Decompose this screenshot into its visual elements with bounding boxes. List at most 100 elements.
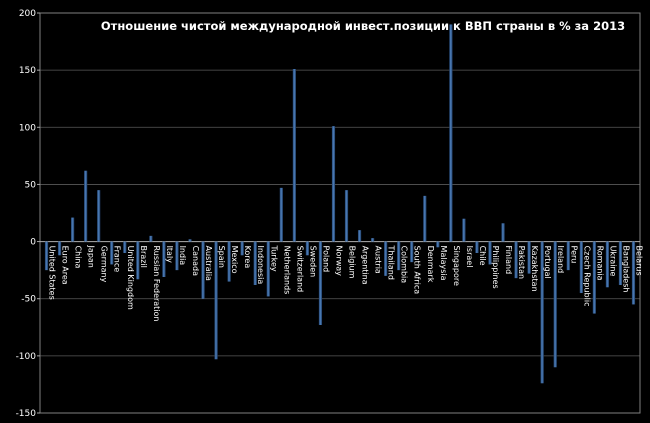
bar-layer bbox=[44, 24, 636, 384]
x-tick-label: Thailand bbox=[387, 245, 396, 280]
x-tick-label: China bbox=[74, 246, 83, 269]
x-tick-label: Argentina bbox=[361, 246, 370, 285]
x-tick-label: United States bbox=[48, 246, 57, 300]
plot-frame bbox=[39, 12, 641, 414]
x-tick-label: India bbox=[178, 246, 187, 266]
x-tick-label: Singapore bbox=[452, 246, 461, 286]
x-tick-label: Indonesia bbox=[256, 246, 265, 285]
x-tick-label: Canada bbox=[191, 246, 200, 277]
bar bbox=[449, 24, 453, 242]
chart-title: Отношение чистой международной инвест.по… bbox=[101, 19, 625, 33]
x-tick-label: Czech Republic bbox=[582, 246, 591, 307]
x-tick-label: Turkey bbox=[269, 245, 278, 272]
x-tick-label: United Kingdom bbox=[126, 246, 135, 310]
bar bbox=[149, 235, 153, 242]
bar bbox=[475, 241, 479, 253]
x-tick-label: Australia bbox=[204, 246, 213, 281]
x-tick-label: South Africa bbox=[413, 246, 422, 295]
bar bbox=[201, 241, 205, 299]
bar bbox=[305, 241, 309, 256]
bar bbox=[84, 170, 88, 242]
x-tick-label: Russian Federation bbox=[152, 246, 161, 322]
x-tick-label: Switzerland bbox=[295, 246, 304, 293]
bar bbox=[136, 241, 140, 280]
bar bbox=[579, 241, 583, 293]
bar bbox=[44, 241, 49, 271]
bar bbox=[279, 187, 283, 242]
bar bbox=[292, 69, 296, 242]
x-tick-label: Germany bbox=[100, 246, 109, 283]
grid-layer bbox=[40, 12, 640, 414]
x-tick-label: Finland bbox=[504, 246, 513, 275]
bar bbox=[344, 190, 349, 242]
bar bbox=[57, 241, 62, 256]
bar bbox=[123, 241, 127, 253]
bar bbox=[501, 223, 505, 242]
x-tick-label: Peru bbox=[569, 246, 578, 264]
bar bbox=[566, 241, 570, 271]
y-tick-label: 100 bbox=[19, 123, 36, 133]
bar bbox=[162, 241, 166, 277]
bar bbox=[592, 241, 596, 314]
x-tick-label: Chile bbox=[478, 246, 487, 266]
bar bbox=[71, 217, 75, 242]
x-tick-label: Brazil bbox=[139, 246, 148, 268]
x-tick-label: Belarus bbox=[634, 246, 643, 276]
bar bbox=[384, 241, 388, 276]
y-tick-label: -150 bbox=[16, 409, 37, 419]
label-layer: United States Euro Area China Japan Germany F… bbox=[48, 245, 644, 322]
bar bbox=[462, 218, 466, 242]
bar bbox=[97, 190, 101, 242]
y-tick-label: 150 bbox=[19, 66, 36, 76]
x-tick-label: Euro Area bbox=[61, 246, 70, 285]
x-tick-label: Colombia bbox=[400, 246, 409, 284]
y-tick-label: 50 bbox=[25, 180, 37, 190]
x-tick-label: Italy bbox=[165, 246, 174, 264]
x-tick-label: Belgium bbox=[348, 246, 357, 279]
x-tick-label: Korea bbox=[243, 246, 252, 269]
x-tick-label: Spain bbox=[217, 246, 226, 268]
bar bbox=[110, 241, 114, 265]
bar bbox=[357, 230, 362, 242]
y-tick-label: -100 bbox=[16, 352, 37, 362]
x-tick-label: Ireland bbox=[556, 246, 565, 274]
bar bbox=[488, 241, 492, 265]
bar bbox=[397, 241, 401, 271]
x-tick-label: France bbox=[113, 246, 122, 273]
bar bbox=[514, 241, 518, 279]
x-tick-label: Pakistan bbox=[517, 246, 526, 279]
bar bbox=[436, 241, 440, 248]
bar bbox=[188, 239, 192, 242]
bar bbox=[318, 241, 323, 325]
x-tick-label: Ukraine bbox=[608, 246, 617, 277]
bar bbox=[605, 241, 609, 288]
x-tick-label: Norway bbox=[334, 246, 343, 277]
x-tick-label: Kazakhstan bbox=[530, 246, 539, 292]
bar bbox=[253, 241, 257, 285]
x-tick-label: Netherlands bbox=[282, 246, 291, 295]
y-tick-label: 0 bbox=[30, 238, 36, 248]
bar bbox=[631, 241, 636, 305]
axis-layer: -150 -100 -50 0 50 100 150 200 bbox=[16, 9, 641, 419]
y-tick-label: -50 bbox=[21, 295, 36, 305]
bar bbox=[240, 241, 244, 256]
x-tick-label: Poland bbox=[321, 246, 330, 273]
x-tick-label: Denmark bbox=[426, 246, 435, 283]
bar bbox=[410, 241, 414, 263]
y-tick-label: 200 bbox=[19, 9, 36, 19]
bar bbox=[214, 241, 218, 360]
bar bbox=[618, 241, 623, 285]
x-tick-label: Israel bbox=[465, 246, 474, 268]
bar bbox=[227, 241, 231, 282]
x-tick-label: Sweden bbox=[308, 246, 317, 278]
bar bbox=[423, 195, 427, 242]
bar bbox=[540, 241, 544, 384]
x-tick-label: Romania bbox=[595, 246, 604, 281]
bar bbox=[331, 126, 336, 242]
bar bbox=[527, 241, 531, 274]
x-tick-label: Bangladesh bbox=[621, 246, 630, 293]
x-tick-label: Malaysia bbox=[439, 246, 448, 281]
bar bbox=[553, 241, 557, 368]
